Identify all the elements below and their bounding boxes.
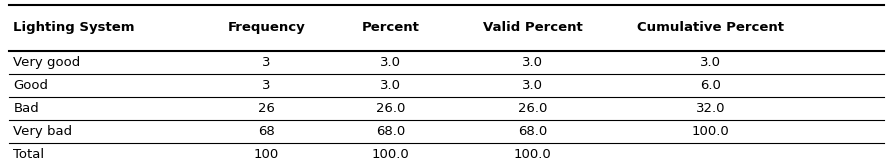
Text: Cumulative Percent: Cumulative Percent (637, 21, 784, 34)
Text: 3: 3 (262, 79, 271, 92)
Text: 3.0: 3.0 (700, 56, 721, 69)
Text: 100: 100 (254, 148, 279, 161)
Text: Frequency: Frequency (227, 21, 305, 34)
Text: Total: Total (13, 148, 44, 161)
Text: Valid Percent: Valid Percent (483, 21, 583, 34)
Text: 3: 3 (262, 56, 271, 69)
Text: 68.0: 68.0 (519, 125, 547, 138)
Text: 26.0: 26.0 (376, 102, 406, 115)
Text: 26: 26 (258, 102, 275, 115)
Text: 3.0: 3.0 (380, 56, 401, 69)
Text: Percent: Percent (361, 21, 420, 34)
Text: 68: 68 (258, 125, 274, 138)
Text: 100.0: 100.0 (692, 125, 729, 138)
Text: 26.0: 26.0 (518, 102, 548, 115)
Text: 100.0: 100.0 (372, 148, 409, 161)
Text: Lighting System: Lighting System (13, 21, 135, 34)
Text: 32.0: 32.0 (695, 102, 725, 115)
Text: 68.0: 68.0 (377, 125, 405, 138)
Text: 3.0: 3.0 (522, 56, 543, 69)
Text: 3.0: 3.0 (522, 79, 543, 92)
Text: 3.0: 3.0 (380, 79, 401, 92)
Text: Very good: Very good (13, 56, 81, 69)
Text: Very bad: Very bad (13, 125, 73, 138)
Text: 6.0: 6.0 (700, 79, 721, 92)
Text: 100.0: 100.0 (514, 148, 551, 161)
Text: Good: Good (13, 79, 48, 92)
Text: Bad: Bad (13, 102, 39, 115)
